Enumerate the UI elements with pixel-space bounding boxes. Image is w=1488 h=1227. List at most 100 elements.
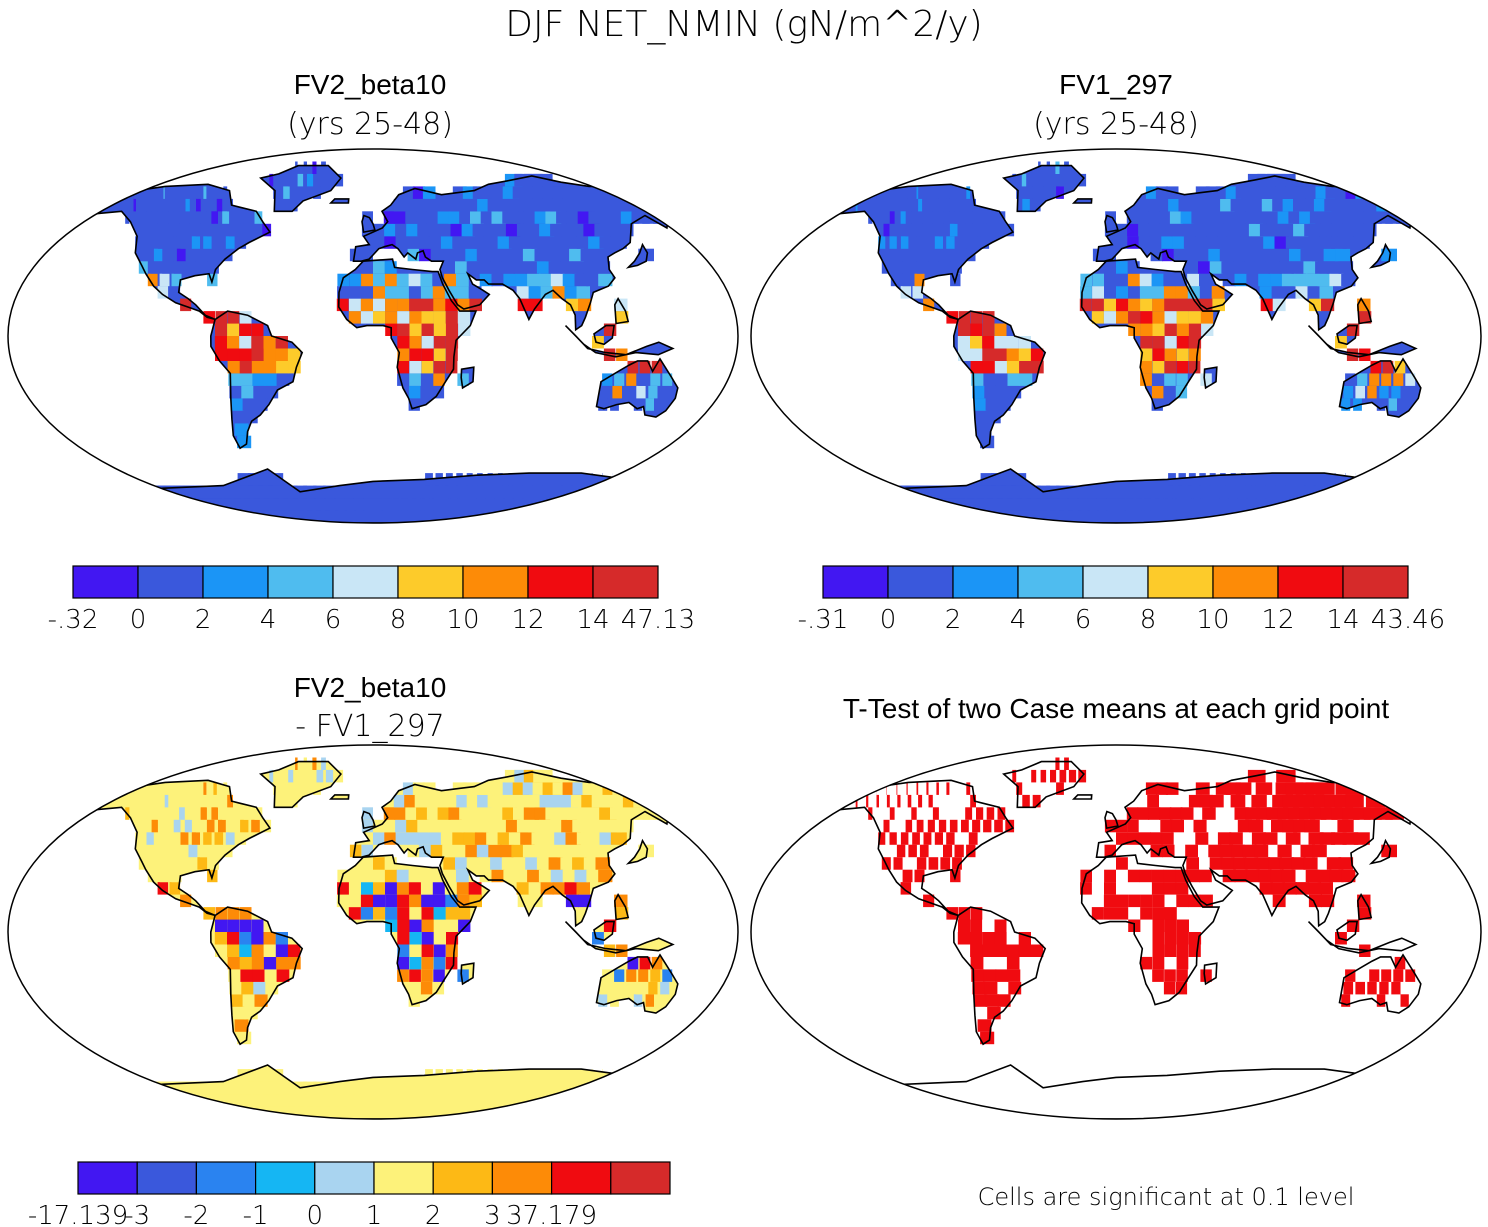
grid-cell: [165, 248, 174, 262]
grid-cell: [1367, 498, 1380, 511]
grid-cell: [433, 298, 446, 312]
grid-cell: [321, 757, 326, 770]
grid-cell: [1188, 323, 1202, 336]
grid-cell: [439, 223, 453, 237]
colorbar-box: [822, 565, 889, 599]
grid-cell: [445, 323, 459, 336]
grid-cell: [1332, 485, 1336, 499]
grid-cell: [612, 981, 622, 995]
grid-cell: [642, 186, 665, 199]
colorbar-tick-label: -3: [124, 1201, 150, 1227]
grid-cell: [1215, 223, 1230, 237]
grid-cell: [639, 360, 651, 374]
grid-cell: [397, 969, 409, 982]
grid-cell: [497, 236, 512, 249]
grid-cell: [487, 1069, 493, 1082]
grid-cell: [995, 373, 1009, 386]
grid-cell: [654, 198, 675, 212]
grid-cell: [1164, 919, 1177, 932]
colorbar-tick-label: 0: [307, 1201, 324, 1227]
grid-cell: [569, 844, 584, 858]
grid-cell: [349, 273, 361, 287]
grid-cell: [251, 336, 264, 349]
coastline-madagascar: [1203, 962, 1218, 986]
coastline-indonesia: [1307, 325, 1418, 358]
grid-cell: [465, 248, 479, 262]
grid-cell: [1345, 794, 1364, 808]
grid-cell: [401, 498, 408, 511]
grid-cell: [896, 844, 906, 858]
grid-cell: [251, 932, 264, 945]
grid-cell: [416, 211, 429, 224]
grid-cell: [409, 348, 422, 361]
coastline-iceland: [1071, 198, 1093, 204]
grid-cell: [213, 186, 217, 199]
grid-cell: [638, 969, 649, 982]
grid-cell: [534, 844, 549, 858]
grid-cell: [173, 223, 181, 237]
grid-cell: [926, 186, 929, 199]
grid-cell: [239, 932, 252, 945]
map-border: [750, 148, 1482, 524]
grid-cell: [90, 498, 122, 511]
grid-cell: [548, 857, 563, 870]
grid-cell: [354, 498, 365, 511]
grid-cell: [542, 832, 558, 845]
grid-cell: [409, 969, 421, 982]
grid-cell: [943, 844, 953, 858]
grid-cell: [897, 198, 901, 212]
grid-cell: [1254, 844, 1269, 858]
grid-cell: [1091, 311, 1104, 324]
grid-cell: [1237, 223, 1252, 237]
grid-cell: [123, 485, 147, 499]
grid-cell: [1127, 223, 1139, 237]
grid-cell: [1007, 969, 1021, 982]
grid-cell: [494, 1094, 496, 1107]
grid-cell: [949, 819, 958, 833]
grid-cell: [173, 261, 184, 274]
grid-cell: [1103, 311, 1116, 324]
grid-cell: [1030, 944, 1044, 957]
grid-cell: [425, 198, 438, 212]
grid-cell: [958, 323, 970, 336]
grid-cell: [433, 944, 446, 957]
grid-cell: [982, 932, 995, 945]
grid-cell: [1265, 485, 1267, 499]
grid-cell: [234, 1019, 249, 1032]
grid-cell: [421, 336, 434, 349]
grid-cell: [912, 236, 920, 249]
grid-cell: [616, 223, 634, 237]
grid-cell: [176, 248, 186, 262]
grid-cell: [414, 794, 427, 808]
grid-cell: [225, 832, 235, 845]
grid-cell: [491, 869, 505, 883]
grid-cell: [1259, 286, 1273, 299]
grid-cell: [1152, 969, 1164, 982]
grid-cell: [1338, 857, 1354, 870]
grid-cell: [1178, 473, 1186, 486]
grid-cell: [1188, 473, 1196, 486]
coastline-greenland: [258, 760, 342, 809]
grid-cell: [230, 994, 245, 1007]
grid-cell: [1163, 498, 1168, 511]
grid-cell: [384, 223, 396, 237]
grid-cell: [1323, 485, 1326, 499]
grid-cell: [952, 857, 962, 870]
coastline-southAmerica: [952, 310, 1047, 450]
grid-cell: [539, 473, 543, 486]
grid-cell: [614, 298, 628, 312]
grid-cell: [1140, 907, 1153, 920]
colorbar-tick-label: 2: [945, 605, 962, 635]
grid-cell: [1240, 236, 1255, 249]
grid-cell: [554, 498, 562, 511]
grid-cell: [518, 473, 523, 486]
colorbar-box: [267, 565, 334, 599]
grid-cell: [264, 373, 278, 386]
grid-cell: [1281, 869, 1296, 883]
grid-cell: [532, 1081, 534, 1095]
grid-cell: [440, 832, 454, 845]
grid-cell: [650, 373, 661, 386]
grid-cell: [996, 385, 1010, 399]
grid-cell: [876, 794, 879, 808]
grid-cell: [1006, 360, 1020, 374]
